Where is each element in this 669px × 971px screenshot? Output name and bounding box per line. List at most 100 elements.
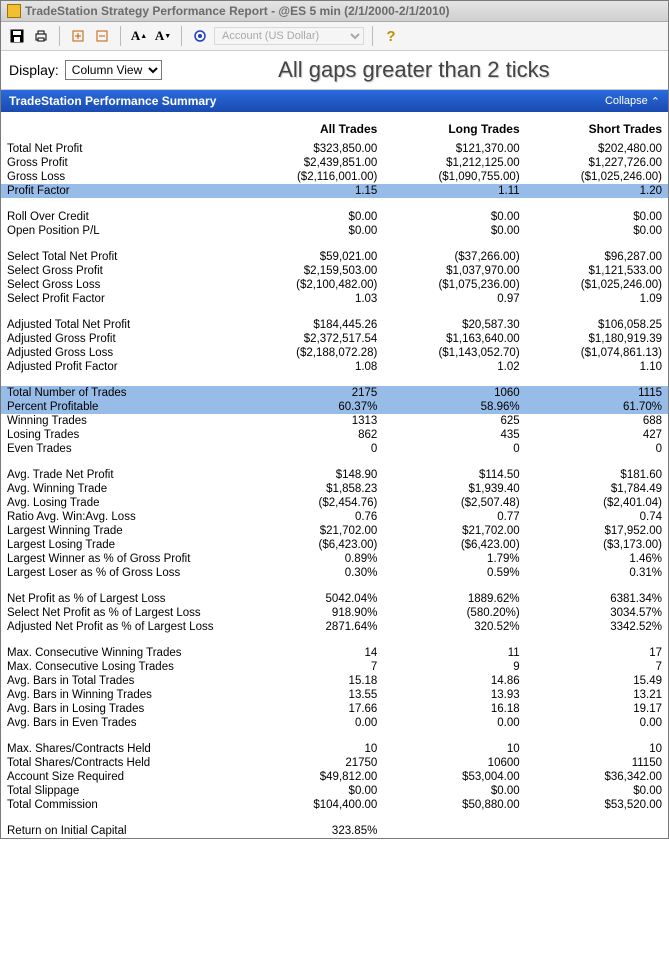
row-label: Total Slippage [1,784,241,798]
table-row [1,634,668,646]
row-value: ($37,266.00) [383,250,525,264]
row-value: 1.09 [526,292,668,306]
table-row: Roll Over Credit$0.00$0.00$0.00 [1,210,668,224]
row-label: Max. Consecutive Losing Trades [1,660,241,674]
row-value: $1,939.40 [383,482,525,496]
row-value: 5042.04% [241,592,383,606]
collapse-label: Collapse [605,95,648,107]
row-label: Avg. Bars in Winning Trades [1,688,241,702]
table-row: Adjusted Total Net Profit$184,445.26$20,… [1,318,668,332]
collapse-button[interactable]: Collapse ⌃ [605,95,660,108]
row-value: $2,439,851.00 [241,156,383,170]
row-value: $1,163,640.00 [383,332,525,346]
row-value: 14 [241,646,383,660]
row-value: $202,480.00 [526,142,668,156]
font-decrease-icon[interactable]: A▼ [153,26,173,46]
table-row: Max. Shares/Contracts Held101010 [1,742,668,756]
row-value: $323,850.00 [241,142,383,156]
row-value: $1,858.23 [241,482,383,496]
row-value: ($1,090,755.00) [383,170,525,184]
row-value: 688 [526,414,668,428]
font-increase-icon[interactable]: A▲ [129,26,149,46]
table-row: Profit Factor1.151.111.20 [1,184,668,198]
row-value: $21,702.00 [241,524,383,538]
row-value: 7 [526,660,668,674]
row-value: 1.79% [383,552,525,566]
toolbar-separator [181,26,182,46]
row-value: 1.02 [383,360,525,374]
row-value: 9 [383,660,525,674]
row-label: Max. Consecutive Winning Trades [1,646,241,660]
table-row: Avg. Bars in Losing Trades17.6616.1819.1… [1,702,668,716]
row-value: 0.00 [241,716,383,730]
row-value: (580.20%) [383,606,525,620]
row-value: 1.11 [383,184,525,198]
print-icon[interactable] [31,26,51,46]
row-value: $184,445.26 [241,318,383,332]
table-row: Even Trades000 [1,442,668,456]
row-value: ($1,025,246.00) [526,170,668,184]
row-value: 10 [383,742,525,756]
help-icon[interactable]: ? [381,26,401,46]
row-value: $0.00 [241,784,383,798]
content-area: All Trades Long Trades Short Trades Tota… [1,112,668,838]
row-value: 13.93 [383,688,525,702]
table-row [1,456,668,468]
row-value: $1,121,533.00 [526,264,668,278]
row-value: 0 [241,442,383,456]
row-value: 0.77 [383,510,525,524]
row-value: $36,342.00 [526,770,668,784]
table-row: Adjusted Net Profit as % of Largest Loss… [1,620,668,634]
row-value: ($2,507.48) [383,496,525,510]
row-value: ($2,401.04) [526,496,668,510]
row-value: 0.00 [383,716,525,730]
table-row: Largest Losing Trade($6,423.00)($6,423.0… [1,538,668,552]
row-value: 0.89% [241,552,383,566]
row-value: $1,784.49 [526,482,668,496]
table-row: Gross Profit$2,439,851.00$1,212,125.00$1… [1,156,668,170]
row-value: $0.00 [526,784,668,798]
row-value: 10600 [383,756,525,770]
row-value: 1.15 [241,184,383,198]
row-label: Gross Loss [1,170,241,184]
save-icon[interactable] [7,26,27,46]
row-value: ($1,025,246.00) [526,278,668,292]
spacer-cell [1,306,668,318]
row-label: Account Size Required [1,770,241,784]
target-icon[interactable] [190,26,210,46]
row-value: 21750 [241,756,383,770]
row-value: ($1,143,052.70) [383,346,525,360]
titlebar: TradeStation Strategy Performance Report… [1,1,668,22]
row-label: Adjusted Net Profit as % of Largest Loss [1,620,241,634]
spacer-cell [1,456,668,468]
row-value: 862 [241,428,383,442]
account-select[interactable]: Account (US Dollar) [214,27,364,45]
table-row [1,374,668,386]
spacer-cell [1,730,668,742]
row-value: $106,058.25 [526,318,668,332]
row-value: 16.18 [383,702,525,716]
row-value: 1.03 [241,292,383,306]
row-label: Largest Losing Trade [1,538,241,552]
app-window: TradeStation Strategy Performance Report… [0,0,669,839]
row-label: Adjusted Gross Loss [1,346,241,360]
expand-icon[interactable] [68,26,88,46]
table-row: Account Size Required$49,812.00$53,004.0… [1,770,668,784]
row-value: 1.10 [526,360,668,374]
row-value: 1115 [526,386,668,400]
row-value: $1,180,919.39 [526,332,668,346]
table-row [1,238,668,250]
collapse-icon[interactable] [92,26,112,46]
view-select[interactable]: Column View [65,60,162,80]
row-value: 19.17 [526,702,668,716]
display-label: Display: [9,62,59,78]
table-row: Ratio Avg. Win:Avg. Loss0.760.770.74 [1,510,668,524]
row-label: Net Profit as % of Largest Loss [1,592,241,606]
table-row: Adjusted Profit Factor1.081.021.10 [1,360,668,374]
row-value: 1060 [383,386,525,400]
row-value: $1,227,726.00 [526,156,668,170]
row-value: 7 [241,660,383,674]
row-value: $0.00 [526,224,668,238]
row-value: $104,400.00 [241,798,383,812]
summary-header: TradeStation Performance Summary Collaps… [1,90,668,112]
